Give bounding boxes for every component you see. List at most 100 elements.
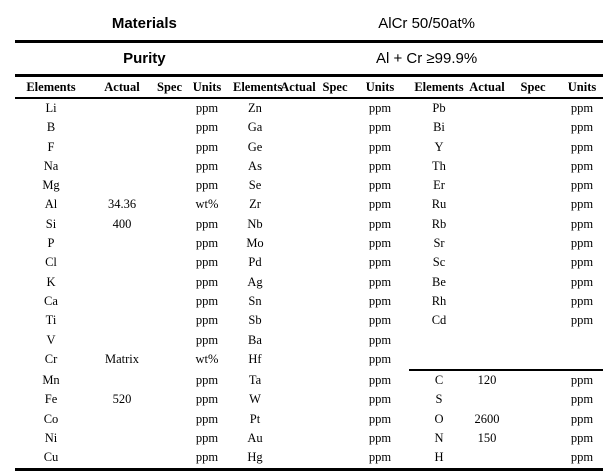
spec-value-cell	[505, 292, 561, 311]
actual-value-cell: 150	[477, 431, 497, 446]
actual-value-cell	[87, 429, 157, 448]
element-symbol-cell: Th	[432, 158, 446, 173]
element-symbol-cell: Pd	[248, 255, 262, 270]
units-cell: ppm	[368, 178, 392, 193]
actual-value-cell	[87, 273, 157, 292]
element-symbol-cell: O	[434, 411, 444, 426]
element-symbol-cell: Nb	[247, 216, 263, 231]
actual-value-cell	[87, 410, 157, 429]
column-header-elements: Elements	[233, 77, 282, 99]
element-symbol-cell: K	[46, 274, 56, 289]
units-cell: ppm	[570, 274, 594, 289]
element-symbol-cell: Ca	[44, 293, 58, 308]
element-symbol-cell: C	[409, 369, 469, 391]
actual-value-cell	[87, 176, 157, 195]
spec-value-cell	[505, 273, 561, 292]
spec-value-cell	[505, 176, 561, 195]
element-symbol-cell: Al	[44, 197, 58, 212]
spec-value-cell	[319, 390, 351, 409]
spec-value-cell	[157, 195, 181, 214]
actual-value-cell	[469, 448, 505, 469]
element-symbol-cell: Hf	[248, 352, 262, 367]
element-symbol-cell	[409, 331, 469, 350]
units-cell: wt%	[195, 352, 219, 367]
element-symbol-cell: Cu	[43, 450, 59, 465]
spec-value-cell	[157, 253, 181, 272]
units-cell: ppm	[368, 158, 392, 173]
element-symbol-cell: Sc	[432, 255, 446, 270]
element-row: Cr Matrix wt% Hf ppm	[15, 350, 603, 370]
element-row: Mn ppm Ta ppm C 120 ppm	[15, 369, 603, 391]
column-header-units: Units	[181, 77, 233, 99]
actual-value-cell	[87, 370, 157, 390]
spec-value-cell	[319, 176, 351, 195]
actual-value-cell	[277, 176, 319, 195]
actual-value-cell	[277, 118, 319, 137]
units-cell: ppm	[195, 139, 219, 154]
spec-value-cell	[505, 390, 561, 409]
element-symbol-cell: Ta	[248, 372, 262, 387]
spec-value-cell	[319, 157, 351, 176]
actual-value-cell	[87, 292, 157, 311]
actual-value-cell	[87, 448, 157, 469]
element-row: Li ppm Zn ppm Pb ppm	[15, 98, 603, 118]
purity-label: Purity	[123, 50, 166, 67]
element-symbol-cell: Zn	[248, 101, 262, 115]
actual-value-cell	[469, 157, 505, 176]
spec-value-cell	[319, 138, 351, 157]
spec-value-cell	[157, 176, 181, 195]
units-cell: ppm	[368, 197, 392, 212]
actual-value-cell	[277, 157, 319, 176]
actual-value-cell	[277, 429, 319, 448]
units-cell: ppm	[368, 236, 392, 251]
units-cell: ppm	[195, 293, 219, 308]
element-symbol-cell: Y	[434, 139, 444, 154]
element-symbol-cell: Zr	[249, 197, 261, 212]
element-symbol-cell: Si	[45, 216, 57, 231]
element-symbol-cell: Co	[43, 411, 59, 426]
element-symbol-cell: Mo	[246, 236, 264, 251]
units-cell: ppm	[561, 369, 603, 391]
spec-value-cell	[505, 429, 561, 448]
units-cell: ppm	[368, 332, 392, 347]
actual-value-cell	[277, 138, 319, 157]
element-symbol-cell: Hg	[247, 450, 263, 465]
element-symbol-cell: Er	[433, 178, 445, 193]
materials-label: Materials	[111, 14, 177, 32]
column-header-actual: Actual	[87, 77, 157, 99]
element-symbol-cell: Bi	[433, 120, 445, 135]
element-symbol-cell: Sr	[433, 236, 445, 251]
element-symbol-cell: B	[46, 120, 56, 135]
units-cell: ppm	[570, 216, 594, 231]
element-symbol-cell: H	[434, 450, 444, 465]
actual-value-cell	[87, 98, 157, 118]
element-symbol-cell: Se	[248, 178, 262, 193]
actual-value-cell	[277, 410, 319, 429]
actual-value-cell	[469, 390, 505, 409]
actual-value-cell	[277, 370, 319, 390]
column-header-units: Units	[351, 77, 409, 99]
actual-value-cell	[469, 138, 505, 157]
units-cell: ppm	[368, 352, 392, 367]
units-cell: ppm	[368, 392, 392, 407]
actual-value-cell	[277, 253, 319, 272]
actual-value-cell	[87, 311, 157, 330]
units-cell: ppm	[195, 236, 219, 251]
actual-value-cell	[469, 253, 505, 272]
units-cell: ppm	[570, 236, 594, 251]
element-row: Ni ppm Au ppm N 150 ppm	[15, 429, 603, 448]
units-cell: wt%	[195, 197, 219, 212]
units-cell: ppm	[195, 313, 219, 328]
spec-value-cell	[157, 234, 181, 253]
spec-value-cell	[505, 350, 561, 370]
element-symbol-cell: Ni	[44, 431, 58, 446]
spec-value-cell	[157, 370, 181, 390]
element-symbol-cell: As	[248, 158, 262, 173]
element-symbol-cell: Li	[45, 101, 57, 115]
column-header-spec: Spec	[157, 77, 182, 99]
spec-value-cell	[157, 118, 181, 137]
spec-value-cell	[319, 195, 351, 214]
